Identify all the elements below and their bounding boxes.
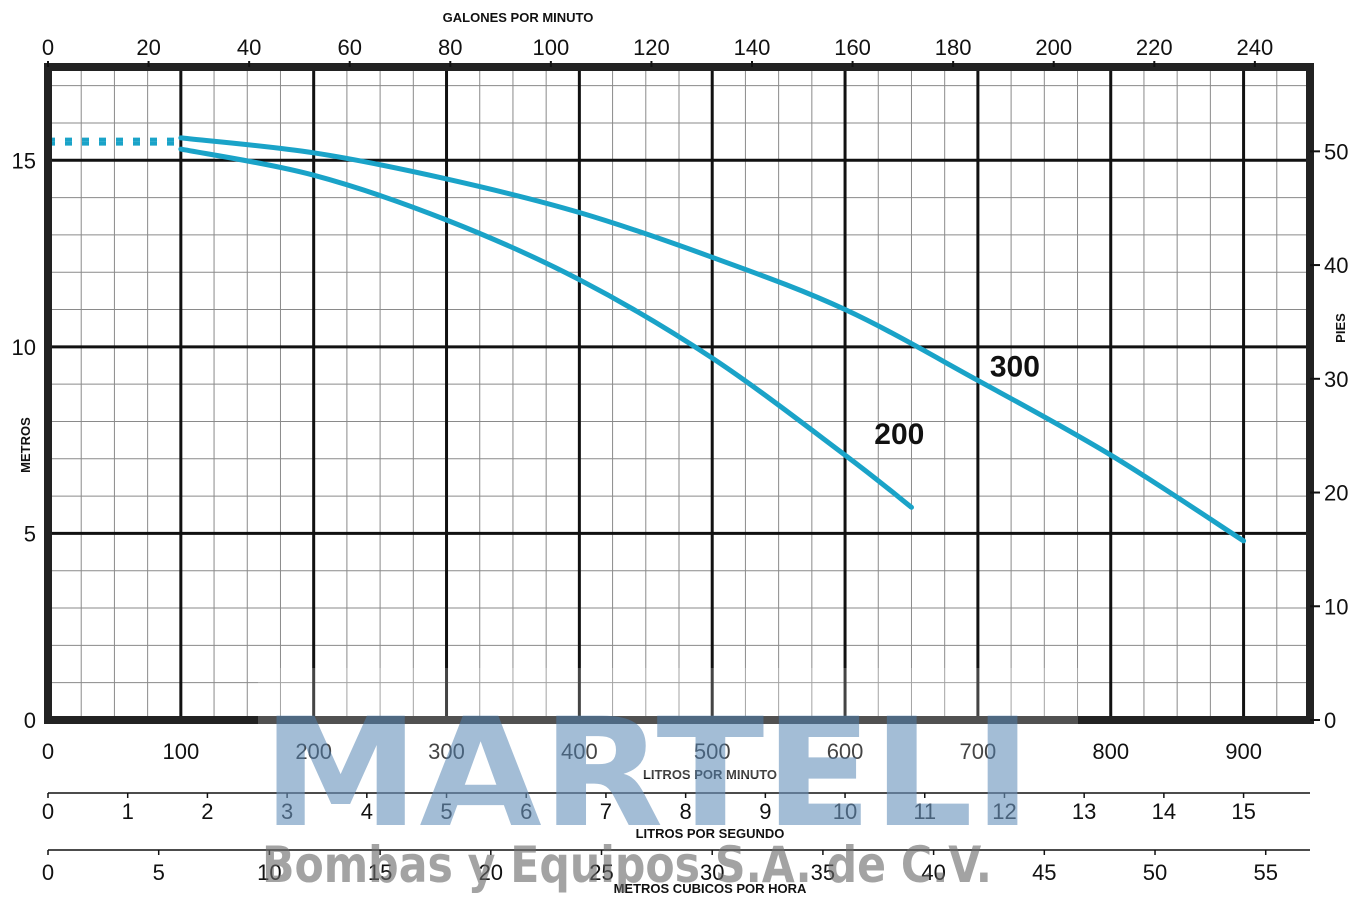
watermark-brand: MARTELI — [262, 687, 1032, 861]
x-m3h-tick: 0 — [42, 860, 54, 885]
x-lpm-tick: 300 — [428, 739, 465, 764]
x-lpm-tick: 500 — [694, 739, 731, 764]
x-lps-tick: 8 — [680, 799, 692, 824]
brand-watermark: MARTELI Bombas y Equipos S.A. de C.V. — [258, 668, 1078, 894]
x-top-tick: 0 — [42, 35, 54, 60]
y-left-title: METROS — [18, 417, 33, 473]
x-lpm-tick: 400 — [561, 739, 598, 764]
x-top-tick: 60 — [337, 35, 361, 60]
x-m3h-tick: 45 — [1032, 860, 1056, 885]
x-m3h-tick: 10 — [257, 860, 281, 885]
x-m3h-tick: 30 — [700, 860, 724, 885]
minor-grid — [48, 67, 1310, 720]
x-top-tick: 80 — [438, 35, 462, 60]
x-m3h-tick: 35 — [811, 860, 835, 885]
x-top-tick: 180 — [935, 35, 972, 60]
x-lps-tick: 0 — [42, 799, 54, 824]
x-lps-tick: 9 — [759, 799, 771, 824]
x-lpm-tick: 100 — [162, 739, 199, 764]
y-right-tick: 50 — [1324, 139, 1348, 164]
y-right-tick: 10 — [1324, 594, 1348, 619]
x-top-tick: 160 — [834, 35, 871, 60]
x-lpm-tick: 200 — [295, 739, 332, 764]
x-lps-tick: 4 — [361, 799, 373, 824]
x-top-tick: 240 — [1237, 35, 1274, 60]
x-lps-tick: 2 — [201, 799, 213, 824]
x-lps-title: LITROS POR SEGUNDO — [636, 826, 785, 841]
x-lps-tick: 10 — [833, 799, 857, 824]
x-lpm-tick: 900 — [1225, 739, 1262, 764]
x-m3h-tick: 55 — [1253, 860, 1277, 885]
x-lps-tick: 5 — [440, 799, 452, 824]
y-left-tick: 10 — [12, 335, 36, 360]
curve-label-300: 300 — [990, 351, 1040, 384]
y-right-title: PIES — [1333, 313, 1348, 343]
x-lpm-tick: 800 — [1092, 739, 1129, 764]
y-right-tick: 30 — [1324, 367, 1348, 392]
y-right-tick: 20 — [1324, 481, 1348, 506]
x-lps-tick: 15 — [1231, 799, 1255, 824]
x-lps-tick: 6 — [520, 799, 532, 824]
x-top-tick: 20 — [136, 35, 160, 60]
x-m3h-title: METROS CUBICOS POR HORA — [614, 881, 807, 896]
y-right-tick: 40 — [1324, 253, 1348, 278]
x-lps-tick: 3 — [281, 799, 293, 824]
x-m3h-tick: 5 — [153, 860, 165, 885]
x-top-title: GALONES POR MINUTO — [443, 10, 594, 25]
x-lps-tick: 11 — [913, 799, 936, 824]
x-top-tick: 120 — [633, 35, 670, 60]
x-m3h-tick: 25 — [589, 860, 613, 885]
watermark-tagline: Bombas y Equipos S.A. de C.V. — [262, 836, 992, 894]
x-top-tick: 140 — [734, 35, 771, 60]
plot-frame — [44, 63, 1314, 724]
performance-curves: 200 300 — [48, 135, 1247, 544]
y-left-tick: 0 — [24, 708, 36, 733]
x-lps-tick: 12 — [992, 799, 1016, 824]
x-lpm-tick: 600 — [827, 739, 864, 764]
x-top-tick: 100 — [533, 35, 570, 60]
y-left-tick: 5 — [24, 521, 36, 546]
x-top-tick: 200 — [1035, 35, 1072, 60]
curve-200 — [178, 146, 914, 510]
x-m3h-tick: 50 — [1143, 860, 1167, 885]
x-lpm-title: LITROS POR MINUTO — [643, 767, 777, 782]
x-lps-tick: 7 — [600, 799, 612, 824]
x-lpm-tick: 0 — [42, 739, 54, 764]
major-grid — [48, 67, 1310, 720]
curve-label-200: 200 — [874, 418, 924, 451]
x-m3h-tick: 20 — [479, 860, 503, 885]
x-top-tick: 220 — [1136, 35, 1173, 60]
curve-300 — [178, 135, 1247, 544]
y-left-tick: 15 — [12, 148, 36, 173]
x-lps-tick: 13 — [1072, 799, 1096, 824]
x-m3h-tick: 15 — [368, 860, 392, 885]
x-lpm-tick: 700 — [960, 739, 997, 764]
x-top-tick: 40 — [237, 35, 261, 60]
x-lps-tick: 1 — [122, 799, 134, 824]
y-right-tick: 0 — [1324, 708, 1336, 733]
x-m3h-tick: 40 — [921, 860, 945, 885]
x-lps-tick: 14 — [1152, 799, 1176, 824]
